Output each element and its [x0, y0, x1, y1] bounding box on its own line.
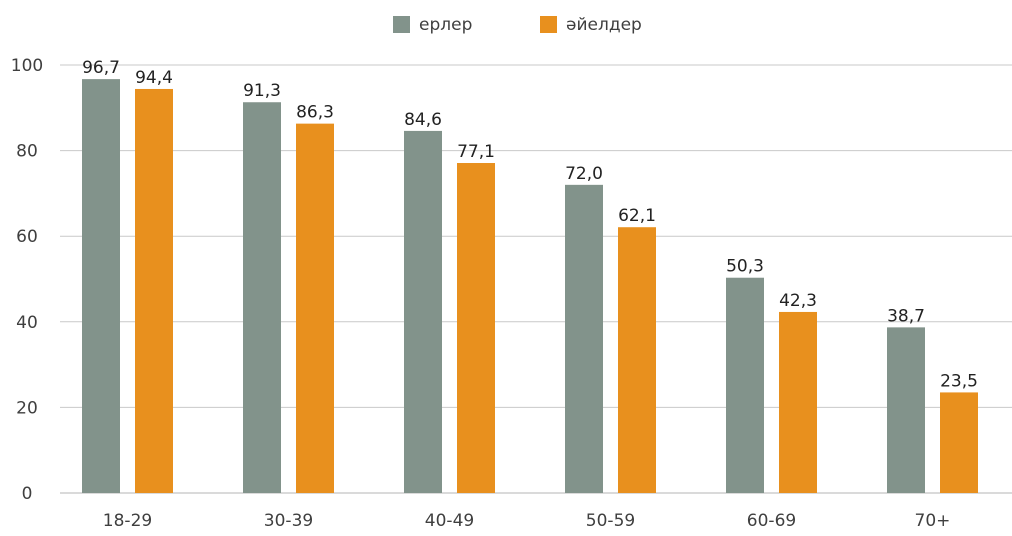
y-tick-label: 40	[16, 313, 38, 333]
legend-swatch	[393, 16, 410, 33]
data-label: 77,1	[457, 142, 495, 162]
data-label: 86,3	[296, 103, 334, 123]
x-tick-label: 30-39	[264, 511, 313, 531]
bar-women-30-39	[296, 123, 334, 494]
gridlines	[60, 64, 1012, 494]
x-axis-ticks: 18-29 30-39 40-49 50-59 60-69 70+	[103, 511, 951, 531]
data-label: 91,3	[243, 81, 281, 101]
x-tick-label: 40-49	[425, 511, 474, 531]
data-label: 94,4	[135, 68, 173, 88]
data-label: 50,3	[726, 257, 764, 277]
data-label: 84,6	[404, 110, 442, 130]
y-axis-ticks: 0 20 40 60 80 100	[11, 56, 43, 504]
bar-women-60-69	[779, 311, 817, 493]
data-label: 72,0	[565, 164, 603, 184]
bar-men-60-69	[726, 277, 764, 493]
data-label: 62,1	[618, 206, 656, 226]
legend: ерлер әйелдер	[393, 15, 642, 35]
bar-men-40-49	[404, 130, 442, 494]
data-label: 23,5	[940, 371, 978, 391]
y-tick-label: 100	[11, 56, 43, 76]
legend-swatch	[540, 16, 557, 33]
y-tick-label: 0	[22, 484, 33, 504]
bar-women-18-29	[135, 88, 173, 493]
data-label: 38,7	[887, 306, 925, 326]
bar-women-70+	[940, 392, 978, 493]
bar-men-50-59	[565, 184, 603, 493]
y-tick-label: 20	[16, 398, 38, 418]
legend-label: әйелдер	[566, 15, 642, 35]
x-tick-label: 18-29	[103, 511, 152, 531]
y-tick-label: 60	[16, 227, 38, 247]
data-label: 42,3	[779, 291, 817, 311]
x-tick-label: 60-69	[747, 511, 796, 531]
legend-label: ерлер	[419, 15, 472, 35]
x-tick-label: 70+	[915, 511, 951, 531]
bar-men-18-29	[82, 79, 120, 494]
y-tick-label: 80	[16, 142, 38, 162]
bars	[82, 79, 978, 494]
bar-women-40-49	[457, 163, 495, 493]
data-labels: 96,7 94,4 91,3 86,3 84,6 77,1 72,0 62,1 50,3 42,3…	[82, 58, 978, 391]
bar-women-50-59	[618, 227, 656, 493]
x-tick-label: 50-59	[586, 511, 635, 531]
bar-men-30-39	[243, 102, 281, 494]
bar-men-70+	[887, 327, 925, 493]
data-label: 96,7	[82, 58, 120, 78]
